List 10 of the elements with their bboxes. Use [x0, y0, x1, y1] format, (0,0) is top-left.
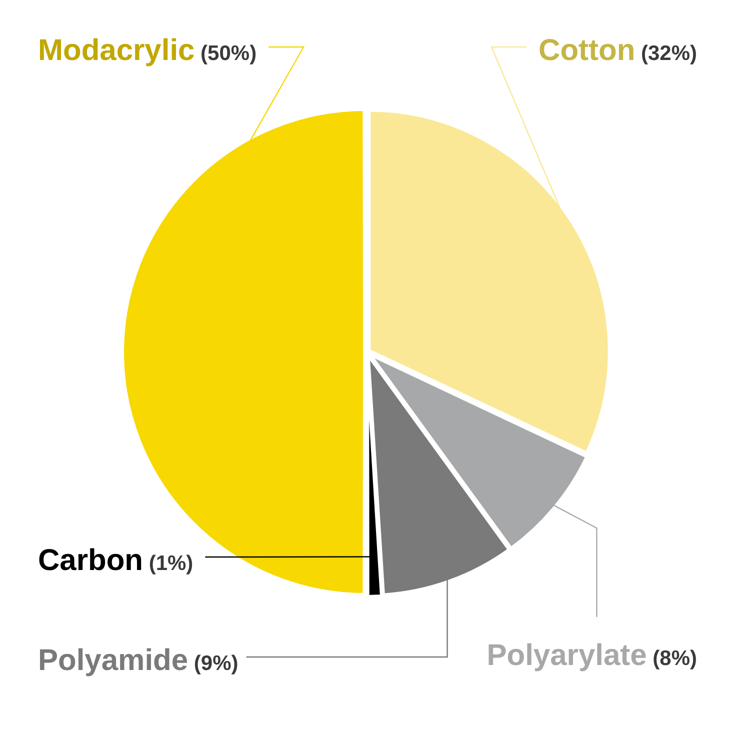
- data-label: (9%): [188, 652, 238, 675]
- data-label: (50%): [194, 42, 257, 65]
- data-label: (32%): [635, 42, 698, 65]
- data-label: (1%): [143, 552, 194, 575]
- slice-label: Modacrylic: [38, 34, 195, 67]
- slice-label: Polyarylate: [486, 639, 647, 672]
- slice-label: Cotton: [538, 34, 636, 67]
- data-label: (8%): [646, 647, 698, 670]
- slice-label: Carbon: [38, 544, 143, 577]
- slice-label: Polyamide: [38, 644, 188, 677]
